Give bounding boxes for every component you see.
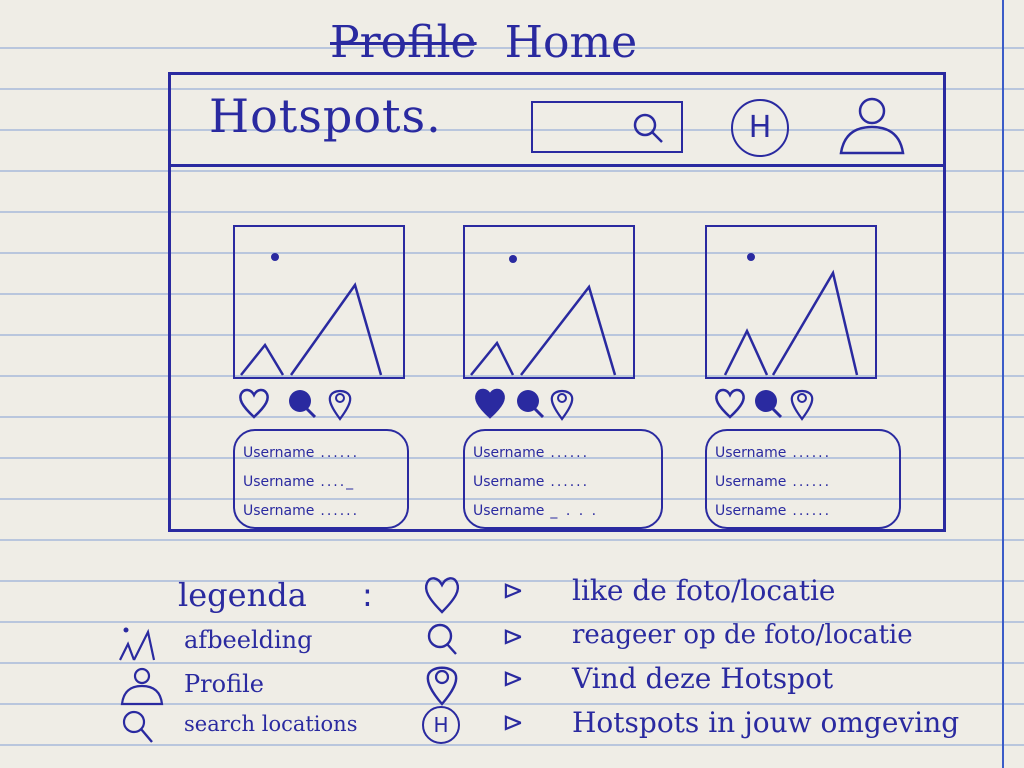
card-actions xyxy=(233,385,423,425)
legend-item-heart: ⊳ like de foto/locatie xyxy=(422,574,1002,614)
location-pin-icon[interactable] xyxy=(327,387,353,425)
comment-icon[interactable] xyxy=(285,387,319,423)
photo-card: Username...... Username...... Username..… xyxy=(705,225,901,529)
legend-item-hotspots: H ⊳ Hotspots in jouw omgeving xyxy=(422,706,1002,746)
arrow-icon: ⊳ xyxy=(502,622,524,652)
location-pin-icon[interactable] xyxy=(549,387,575,425)
profile-icon xyxy=(118,666,168,710)
comment-item[interactable]: Username...... xyxy=(473,445,590,461)
image-placeholder[interactable] xyxy=(233,225,405,379)
comment-icon xyxy=(422,620,462,664)
legend-title: legenda xyxy=(178,576,307,614)
profile-icon[interactable] xyxy=(837,95,907,161)
legend-item-search: search locations xyxy=(118,708,418,748)
heart-icon xyxy=(422,574,462,618)
location-pin-icon[interactable] xyxy=(789,387,815,425)
legend-label: reageer op de foto/locatie xyxy=(572,620,913,650)
legend-label: Profile xyxy=(184,670,264,698)
legend: legenda : afbeelding Profile search loca… xyxy=(118,574,998,764)
image-placeholder[interactable] xyxy=(463,225,635,379)
legend-colon: : xyxy=(362,576,373,614)
page-title-text: Home xyxy=(504,17,638,68)
comment-item[interactable]: Username...... xyxy=(243,445,360,461)
comment-icon[interactable] xyxy=(513,387,547,423)
arrow-icon: ⊳ xyxy=(502,664,524,694)
comment-item[interactable]: Username...... xyxy=(473,474,590,490)
page-title-scratched: Profile xyxy=(330,17,477,68)
card-actions xyxy=(705,385,895,425)
hotspots-nearby-button[interactable]: H xyxy=(731,99,789,157)
comment-item[interactable]: Username...... xyxy=(715,474,832,490)
search-icon xyxy=(631,111,665,149)
comment-item[interactable]: Username...... xyxy=(715,503,832,519)
wireframe-screen: Hotspots. H Username...... Username ...._… xyxy=(168,72,946,532)
legend-label: search locations xyxy=(184,712,358,736)
comment-list: Username...... Username...... Username _ … xyxy=(463,429,663,529)
comment-item[interactable]: Username ...._ xyxy=(243,474,356,490)
heart-icon[interactable] xyxy=(237,387,271,423)
comment-item[interactable]: Username _ . . . xyxy=(473,503,599,519)
comment-list: Username...... Username...... Username..… xyxy=(705,429,901,529)
location-pin-icon xyxy=(422,662,462,710)
comment-icon[interactable] xyxy=(751,387,785,423)
brand-logo[interactable]: Hotspots. xyxy=(209,89,442,143)
page-title: Profile Home xyxy=(330,14,770,72)
legend-item-comment: ⊳ reageer op de foto/locatie xyxy=(422,620,1002,660)
hotspot-h-icon: H xyxy=(422,706,460,744)
arrow-icon: ⊳ xyxy=(502,576,524,606)
margin-line xyxy=(1002,0,1004,768)
legend-item-profile: Profile xyxy=(118,666,418,706)
image-icon xyxy=(118,622,168,666)
heart-icon[interactable] xyxy=(713,387,747,423)
comment-item[interactable]: Username...... xyxy=(243,503,360,519)
comment-list: Username...... Username ...._ Username...… xyxy=(233,429,409,529)
legend-item-image: afbeelding xyxy=(118,622,418,662)
legend-label: like de foto/locatie xyxy=(572,574,836,607)
photo-card: Username...... Username...... Username _ … xyxy=(463,225,663,529)
arrow-icon: ⊳ xyxy=(502,708,524,738)
photo-card: Username...... Username ...._ Username...… xyxy=(233,225,423,529)
comment-item[interactable]: Username...... xyxy=(715,445,832,461)
legend-label: afbeelding xyxy=(184,626,313,654)
search-icon xyxy=(118,708,168,752)
legend-label: Vind deze Hotspot xyxy=(572,662,834,695)
app-header: Hotspots. H xyxy=(171,75,943,167)
legend-label: Hotspots in jouw omgeving xyxy=(572,706,960,739)
card-actions xyxy=(463,385,653,425)
legend-item-location: ⊳ Vind deze Hotspot xyxy=(422,662,1002,706)
heart-icon[interactable] xyxy=(473,387,507,423)
image-placeholder[interactable] xyxy=(705,225,877,379)
search-input[interactable] xyxy=(531,101,683,153)
